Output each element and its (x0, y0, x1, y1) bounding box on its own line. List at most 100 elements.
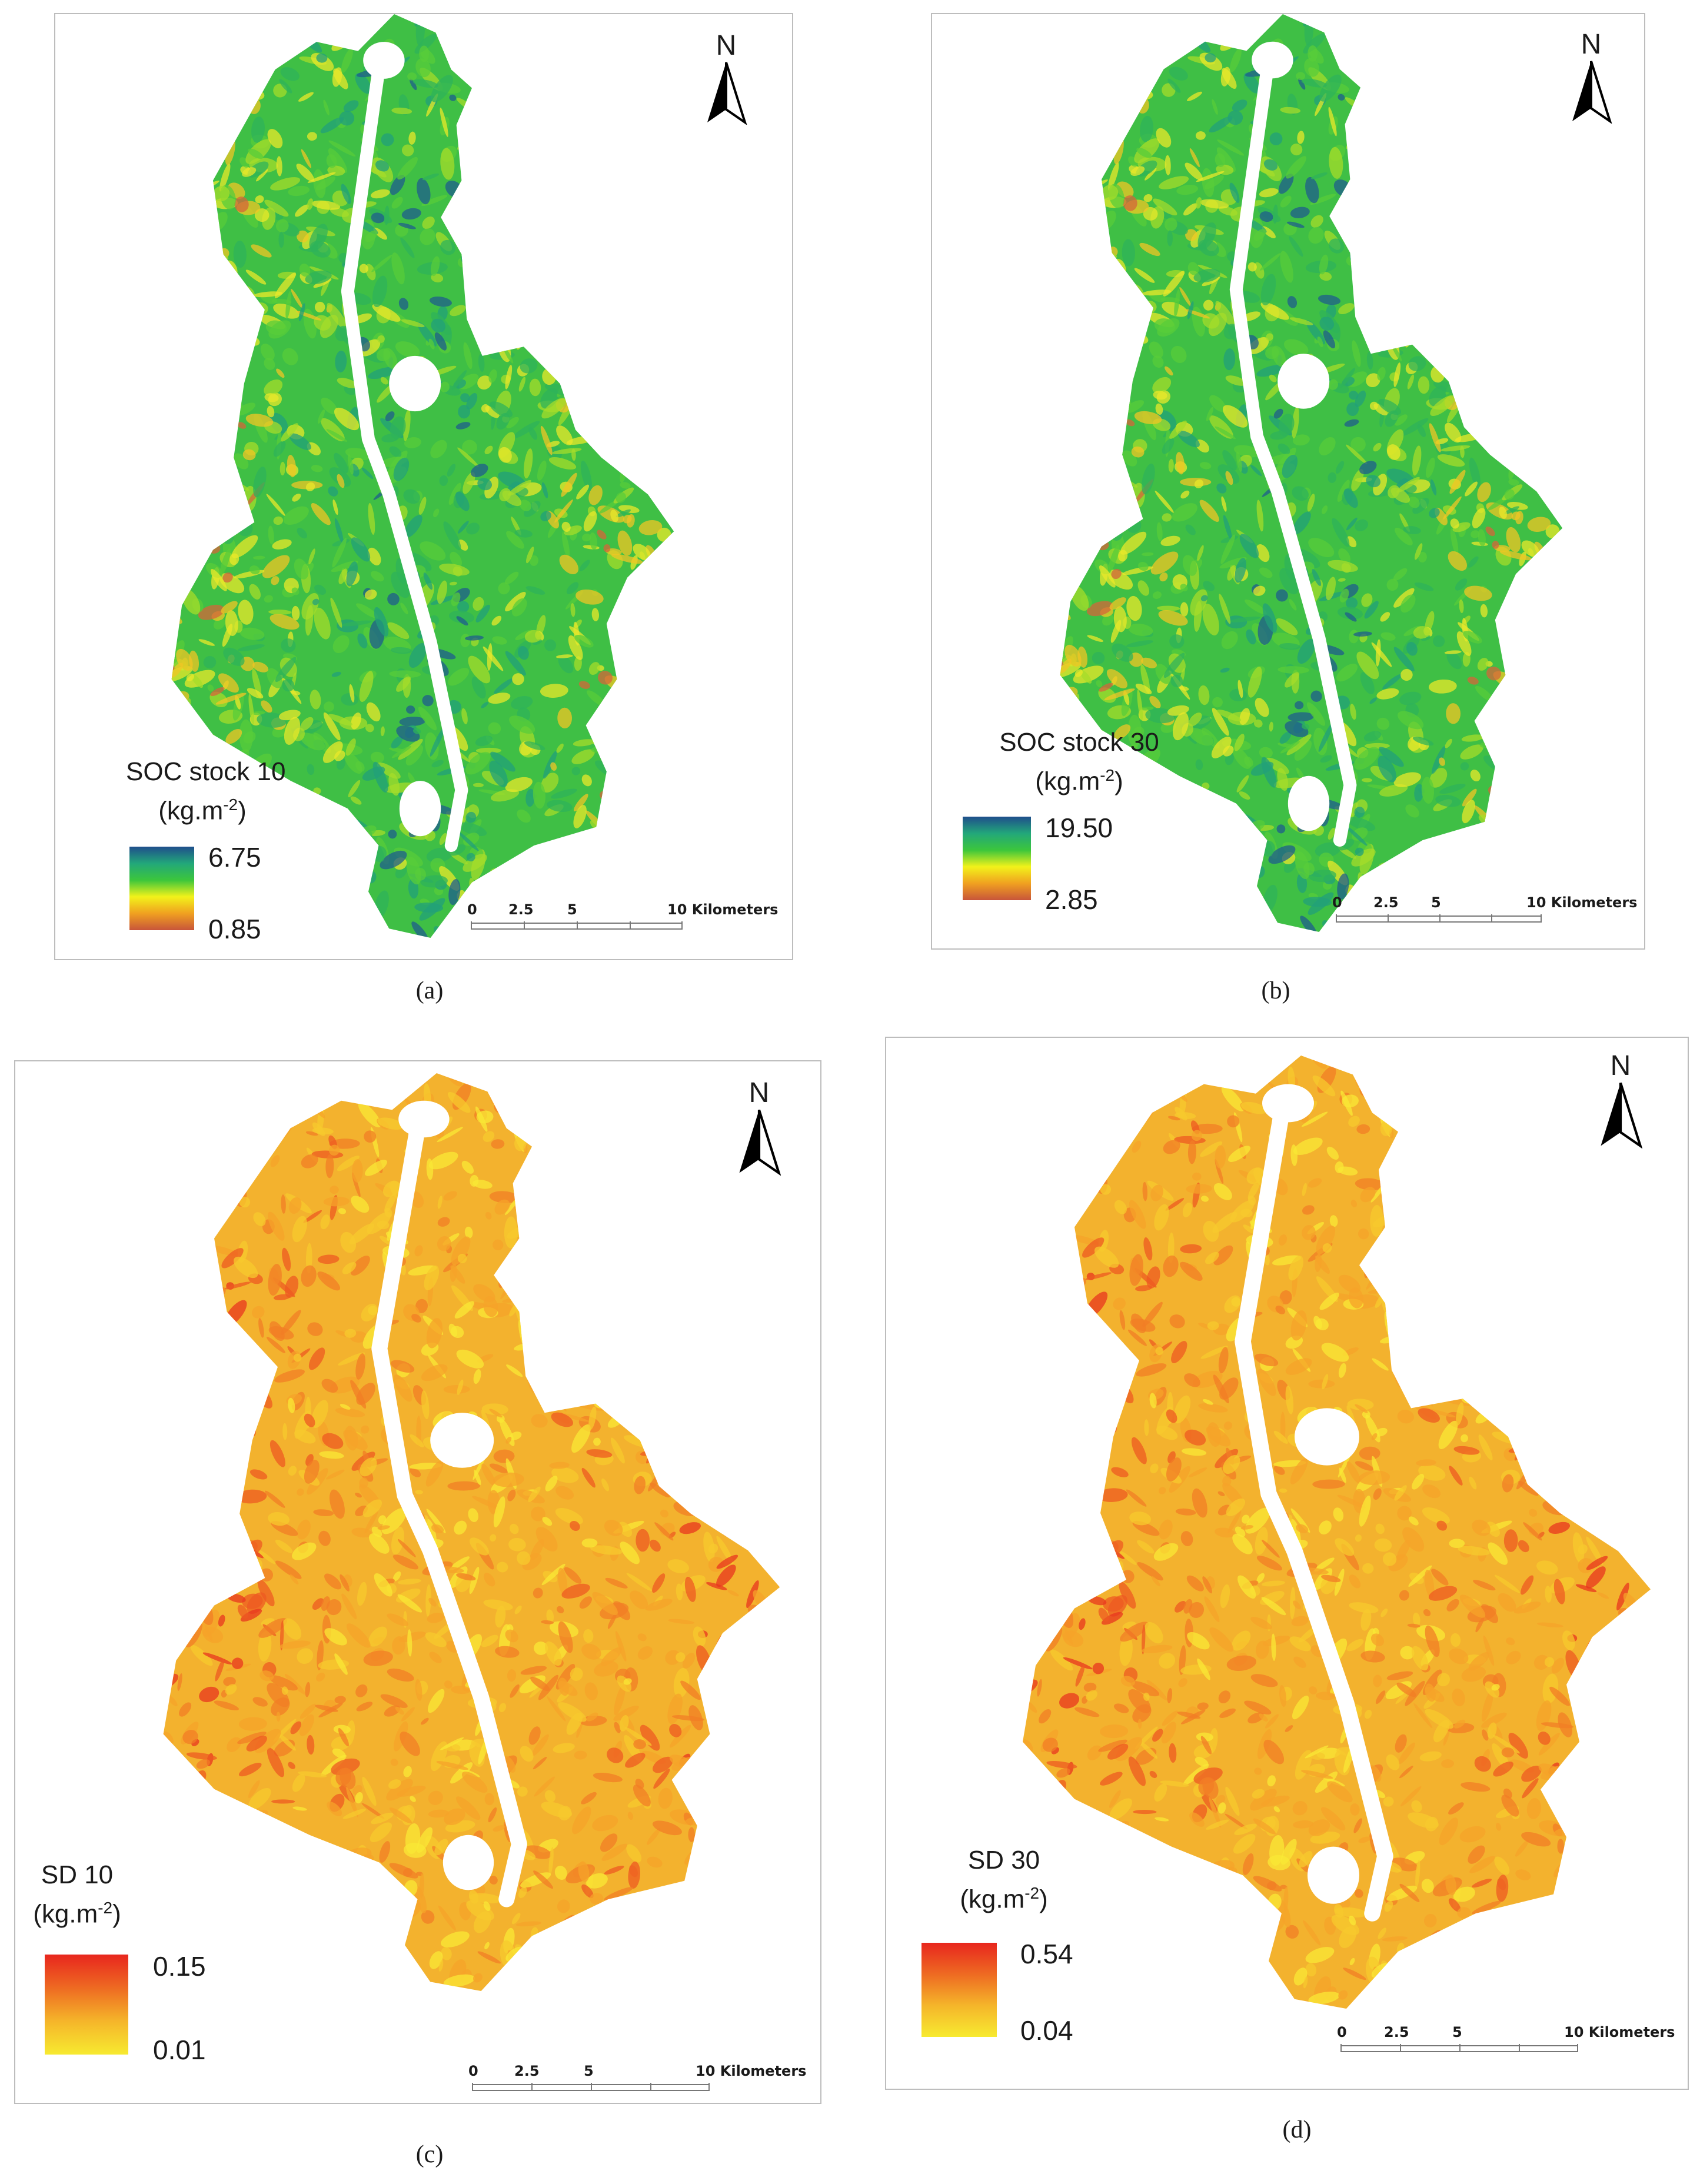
legend-max-value: 6.75 (208, 842, 261, 873)
scale-division (708, 2083, 710, 2091)
legend-max-value: 0.54 (1020, 1939, 1073, 1969)
scale-tick-0: 0 (1332, 894, 1342, 911)
north-arrow: N (703, 32, 750, 128)
scale-tick-2-5: 2.5 (1373, 894, 1399, 911)
legend-title-line1: SD 30 (967, 1846, 1040, 1875)
legend-unit-exponent: -2 (1100, 766, 1115, 784)
north-arrow-icon (739, 1109, 781, 1176)
scale-division (591, 2083, 592, 2091)
scale-tick-2-5: 2.5 (508, 901, 534, 918)
legend-title-line1: SOC stock 10 (126, 757, 286, 786)
map-panel-b: N SOC stock 30 (kg.m-2) 19.50 2.85 0 2.5… (931, 13, 1645, 950)
scale-end-label: 10 Kilometers (1564, 2024, 1675, 2040)
scale-division (471, 921, 472, 930)
legend-unit-close: ) (238, 796, 247, 825)
legend-unit-text: (kg.m (960, 1885, 1025, 1914)
north-label: N (748, 1077, 770, 1108)
legend-unit-exponent: -2 (223, 795, 238, 814)
scale-tick-2-5: 2.5 (1384, 2024, 1409, 2040)
scale-division (1491, 914, 1492, 923)
legend-unit: (kg.m-2) (27, 1892, 127, 1931)
scale-division (1340, 2044, 1342, 2052)
legend-unit-text: (kg.m (33, 1899, 98, 1929)
legend: SD 30 (kg.m-2) 0.54 0.04 (910, 1844, 1133, 2079)
map-panel-d: N SD 30 (kg.m-2) 0.54 0.04 0 2.5 5 10 Ki… (885, 1037, 1689, 2090)
sd-30-map (1023, 1056, 1651, 2009)
legend-max-value: 0.15 (153, 1951, 206, 1982)
north-arrow-icon (1572, 61, 1612, 124)
scale-division (1400, 2044, 1401, 2052)
scale-division (472, 2083, 473, 2091)
north-arrow: N (1568, 31, 1615, 126)
scale-tick-5: 5 (1452, 2024, 1462, 2040)
scale-tick-0: 0 (467, 901, 477, 918)
caption-a: (a) (415, 977, 444, 1004)
caption-c: (c) (415, 2141, 444, 2168)
legend-color-ramp (921, 1943, 997, 2037)
caption-b: (b) (1261, 977, 1290, 1004)
scale-tick-5: 5 (584, 2063, 594, 2079)
scale-bar-line (1336, 915, 1542, 923)
legend-color-ramp (45, 1955, 128, 2055)
legend-unit: (kg.m-2) (997, 759, 1162, 798)
scale-division (1336, 914, 1337, 923)
legend-title: SD 30 (kg.m-2) (945, 1844, 1063, 1916)
legend-unit-close: ) (112, 1899, 121, 1929)
scale-division (1519, 2044, 1520, 2052)
legend-unit-close: ) (1039, 1885, 1048, 1914)
scale-tick-0: 0 (1337, 2024, 1347, 2040)
scale-bar: 0 2.5 5 10 Kilometers (467, 901, 797, 937)
soc-stock-30-map (1060, 14, 1563, 932)
legend-min-value: 2.85 (1045, 884, 1098, 915)
scale-division (1439, 914, 1440, 923)
scale-division (650, 2083, 651, 2091)
scale-division (1541, 914, 1542, 923)
scale-division (681, 921, 683, 930)
scale-division (1577, 2044, 1578, 2052)
scale-division (577, 921, 578, 930)
legend-title: SOC stock 10 (kg.m-2) (126, 755, 286, 828)
legend-unit-exponent: -2 (1024, 1884, 1040, 1902)
legend-max-value: 19.50 (1045, 813, 1113, 843)
sd-10-map (163, 1073, 780, 1991)
legend-min-value: 0.85 (208, 914, 261, 944)
north-label: N (1581, 29, 1602, 60)
legend-color-ramp (129, 847, 194, 930)
legend-title-line1: SD 10 (41, 1860, 114, 1889)
map-panel-c: N SD 10 (kg.m-2) 0.15 0.01 0 2.5 5 10 Ki… (14, 1060, 821, 2104)
north-label: N (1610, 1050, 1631, 1081)
scale-tick-0: 0 (468, 2063, 478, 2079)
scale-division (531, 2083, 533, 2091)
legend-unit-exponent: -2 (98, 1899, 113, 1917)
legend-title: SD 10 (kg.m-2) (27, 1859, 127, 1931)
legend: SOC stock 10 (kg.m-2) 6.75 0.85 (126, 755, 286, 950)
scale-tick-5: 5 (1431, 894, 1441, 911)
caption-d: (d) (1282, 2116, 1312, 2143)
north-arrow-icon (1601, 1082, 1643, 1149)
scale-bar: 0 2.5 5 10 Kilometers (1337, 2024, 1684, 2059)
north-label: N (716, 30, 737, 61)
scale-division (1459, 2044, 1461, 2052)
scale-bar: 0 2.5 5 10 Kilometers (1332, 894, 1638, 930)
legend-unit-text: (kg.m (158, 796, 224, 825)
north-arrow: N (1596, 1052, 1645, 1151)
legend-unit: (kg.m-2) (126, 788, 279, 828)
north-arrow: N (734, 1079, 784, 1178)
north-arrow-icon (707, 62, 747, 125)
legend-min-value: 0.01 (153, 2035, 206, 2065)
scale-tick-5: 5 (567, 901, 577, 918)
legend-unit: (kg.m-2) (945, 1877, 1063, 1916)
legend-title: SOC stock 30 (kg.m-2) (997, 726, 1162, 798)
scale-end-label: 10 Kilometers (1526, 894, 1638, 911)
legend: SOC stock 30 (kg.m-2) 19.50 2.85 (950, 726, 1162, 938)
legend: SD 10 (kg.m-2) 0.15 0.01 (27, 1859, 251, 2094)
scale-end-label: 10 Kilometers (696, 2063, 807, 2079)
scale-division (630, 921, 631, 930)
legend-min-value: 0.04 (1020, 2015, 1073, 2046)
scale-bar: 0 2.5 5 10 Kilometers (468, 2063, 816, 2098)
legend-color-ramp (963, 817, 1031, 900)
legend-unit-text: (kg.m (1035, 767, 1100, 796)
map-panel-a: N SOC stock 10 (kg.m-2) 6.75 0.85 0 2.5 … (54, 13, 793, 960)
scale-end-label: 10 Kilometers (667, 901, 779, 918)
scale-division (1388, 914, 1389, 923)
